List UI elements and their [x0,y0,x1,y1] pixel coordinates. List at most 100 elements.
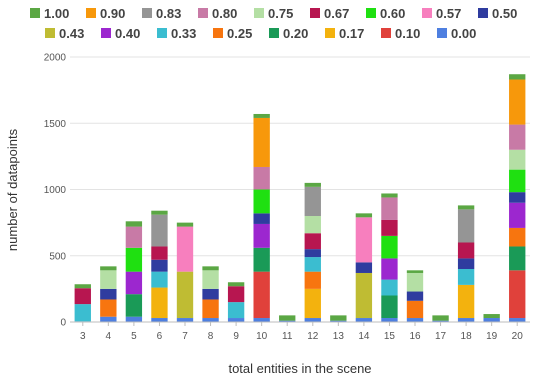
bar-segment [509,169,526,193]
bar-segment [406,270,424,273]
bar-segment [406,291,424,301]
bar-segment [151,246,168,260]
bar-segment [509,227,526,247]
y-tick-label: 1500 [44,119,67,130]
bar-segment [125,294,143,317]
legend-label: 0.10 [395,26,420,41]
bar-segment [151,287,168,319]
bar-segment [176,318,194,322]
x-tick-label: 20 [512,331,524,342]
bar-segment [355,272,373,319]
legend-swatch [86,8,96,18]
legend-label: 0.80 [212,6,237,21]
bar-segment [151,259,168,272]
x-tick-label: 19 [486,331,498,342]
bar-segment [457,284,475,319]
x-tick-label: 8 [208,331,214,342]
bar-segment [330,320,347,322]
bar-segment [227,302,245,319]
bar-segment [304,233,321,250]
legend-swatch [30,8,40,18]
bar-segment [151,210,168,215]
legend-swatch [381,28,391,38]
bar-segment [381,219,398,236]
legend-label: 0.60 [380,6,405,21]
bar-segment [304,182,321,187]
legend-label: 0.57 [436,6,461,21]
bar-segment [253,271,270,319]
legend-swatch [269,28,279,38]
legend-swatch [45,28,55,38]
bar-segment [432,315,449,321]
bar-segment [253,247,270,272]
bar-segment [330,315,347,321]
y-tick-label: 0 [60,318,66,329]
bar-segment [509,192,526,203]
bar-segment [100,288,117,300]
x-tick-label: 16 [409,331,421,342]
bar-segment [253,117,270,167]
bar-segment [509,246,526,271]
bar-segment [253,223,270,248]
bar-segment [202,270,219,289]
legend-swatch [157,28,167,38]
bar-segment [253,213,270,224]
x-tick-label: 10 [256,331,268,342]
x-tick-label: 6 [157,331,163,342]
bar-segment [227,286,245,303]
legend-swatch [478,8,488,18]
legend-swatch [101,28,111,38]
legend-label: 0.00 [451,26,476,41]
bar-segment [509,270,526,319]
bar-segment [457,318,475,322]
bar-segment [125,316,143,322]
legend-label: 0.40 [115,26,140,41]
legend-label: 1.00 [44,6,69,21]
bar-segment [509,149,526,170]
legend-swatch [310,8,320,18]
x-tick-label: 11 [282,331,293,342]
bar-segment [227,282,245,287]
bar-segment [279,320,296,322]
bar-segment [176,226,194,272]
bar-segment [381,295,398,319]
bar-segment [100,266,117,271]
x-tick-label: 17 [435,331,447,342]
x-tick-label: 12 [307,331,319,342]
bar-segment [355,318,373,322]
x-tick-label: 18 [461,331,473,342]
bar-segment [355,213,373,218]
legend-swatch [198,8,208,18]
bar-segment [125,221,143,227]
legend-label: 0.83 [156,6,181,21]
legend-swatch [437,28,447,38]
bar-segment [253,113,270,118]
bar-segment [202,266,219,271]
bar-segment [457,242,475,259]
bar-segment [227,318,245,322]
bar-segment [509,318,526,322]
legend-label: 0.43 [59,26,84,41]
bar-segment [432,320,449,322]
bar-segment [151,318,168,322]
legend-label: 0.17 [339,26,364,41]
bar-segment [304,257,321,272]
x-tick-label: 13 [333,331,345,342]
bar-segment [381,318,398,322]
bar-segment [100,270,117,289]
legend-label: 0.33 [171,26,196,41]
bar-segment [457,205,475,210]
x-tick-label: 5 [131,331,137,342]
bar-segment [202,318,219,322]
bar-segment [381,235,398,259]
bar-segment [406,318,424,322]
x-axis-label: total entities in the scene [228,361,371,376]
bar-segment [509,202,526,228]
bar-segment [355,217,373,263]
legend-swatch [254,8,264,18]
bar-segment [304,216,321,234]
bar-segment [509,124,526,150]
bar-segment [509,74,526,80]
legend-label: 0.67 [324,6,349,21]
bar-segment [381,197,398,220]
